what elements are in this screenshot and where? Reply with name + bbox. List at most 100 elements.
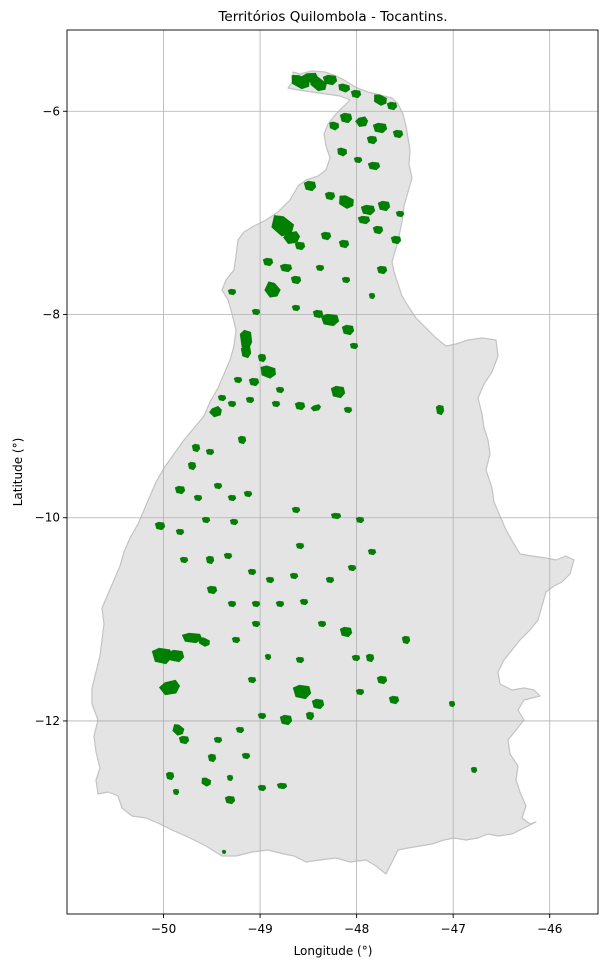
x-tick-label: −50 [151,922,176,936]
territory-patch [247,568,257,576]
territory-patch [337,147,347,157]
territory-patch [355,516,365,524]
territory-patch [201,777,212,787]
territory-patch [291,506,301,514]
territory-patch [343,406,353,414]
territory-patch [227,600,237,608]
territory-patch [365,653,375,663]
territory-patch [376,675,388,685]
territory-patch [401,635,411,645]
territory-patch [330,385,346,399]
territory-patch [233,376,243,384]
territory-patch [245,396,255,404]
territory-patch [315,264,325,272]
territory-patch [292,684,312,700]
territory-patch [251,308,261,316]
quilombola-territories [151,72,478,855]
territory-patch [279,263,293,273]
territory-patch [213,482,223,490]
territory-patch [172,788,180,796]
territory-patch [351,654,361,662]
territory-patch [372,225,384,235]
territory-patch [191,443,201,453]
territory-patch [206,585,218,595]
territory-patch [264,653,272,661]
territory-patch [338,239,350,249]
territory-patch [167,649,185,663]
territory-patch [241,752,251,760]
territory-patch [339,112,353,124]
y-tick-label: −10 [35,511,60,525]
territory-patch [341,276,351,284]
territory-patch [224,795,236,805]
territory-patch [324,191,336,201]
map-title: Territórios Quilombola - Tocantins. [217,9,447,25]
territory-patch [227,400,237,408]
territory-patch [395,210,405,218]
territory-patch [226,774,234,782]
territory-patch [291,304,301,312]
territory-patch [237,435,247,445]
y-tick-label: −12 [35,714,60,728]
territory-patch [251,620,261,628]
territory-patch [339,626,353,638]
x-tick-label: −46 [537,922,562,936]
territory-patch [290,275,302,285]
territory-patch [276,782,288,790]
y-axis-ticks: −6 −8 −10 −12 [35,104,67,728]
territory-patch [386,101,398,111]
territory-patch [320,313,340,327]
territory-patch [367,548,377,556]
territory-patch [283,231,301,245]
territory-patch [372,122,388,134]
territory-patch [165,771,175,781]
territory-patch [175,528,185,536]
territory-patch [221,849,227,855]
territory-patch [350,89,362,99]
x-axis-label: Longitude (°) [294,944,373,958]
territory-patch [179,556,189,564]
territory-patch [257,712,267,720]
territory-patch [201,516,211,524]
territory-patch [392,129,404,139]
plot-frame [66,29,599,915]
territory-patch [158,679,181,696]
territory-patch [265,576,275,584]
x-axis-ticks: −50 −49 −48 −47 −46 [151,914,562,936]
territory-patch [355,116,369,127]
territory-patch [279,714,293,726]
territory-patch [289,572,299,580]
territory-patch [303,180,317,192]
territory-patch [294,401,306,411]
territory-patch [154,521,166,531]
territory-patch [367,161,381,171]
territory-patch [227,288,237,296]
territory-patch [353,156,363,164]
territory-patch [360,204,376,216]
territory-patch [209,405,222,418]
territory-patch [231,636,241,644]
territory-patch [390,235,402,245]
territory-patch [338,83,350,93]
grid-lines [67,30,598,914]
territory-patch [320,231,332,241]
territory-patch [435,404,445,416]
territory-patch [174,485,186,495]
territory-patch [217,394,227,402]
territory-patch [264,281,281,298]
territory-patch [213,736,223,744]
territory-patch [366,135,378,145]
territory-patch [330,512,342,520]
territory-patch [239,329,253,351]
territory-patch [299,598,309,606]
territory-patch [248,377,260,387]
territory-patch [294,241,306,251]
territory-patch [178,735,190,745]
territory-patch [205,448,215,456]
territory-patch [198,637,210,647]
territory-patch [275,600,285,608]
territory-patch [257,353,267,363]
territory-patch [305,711,315,721]
territory-patch [329,121,339,131]
